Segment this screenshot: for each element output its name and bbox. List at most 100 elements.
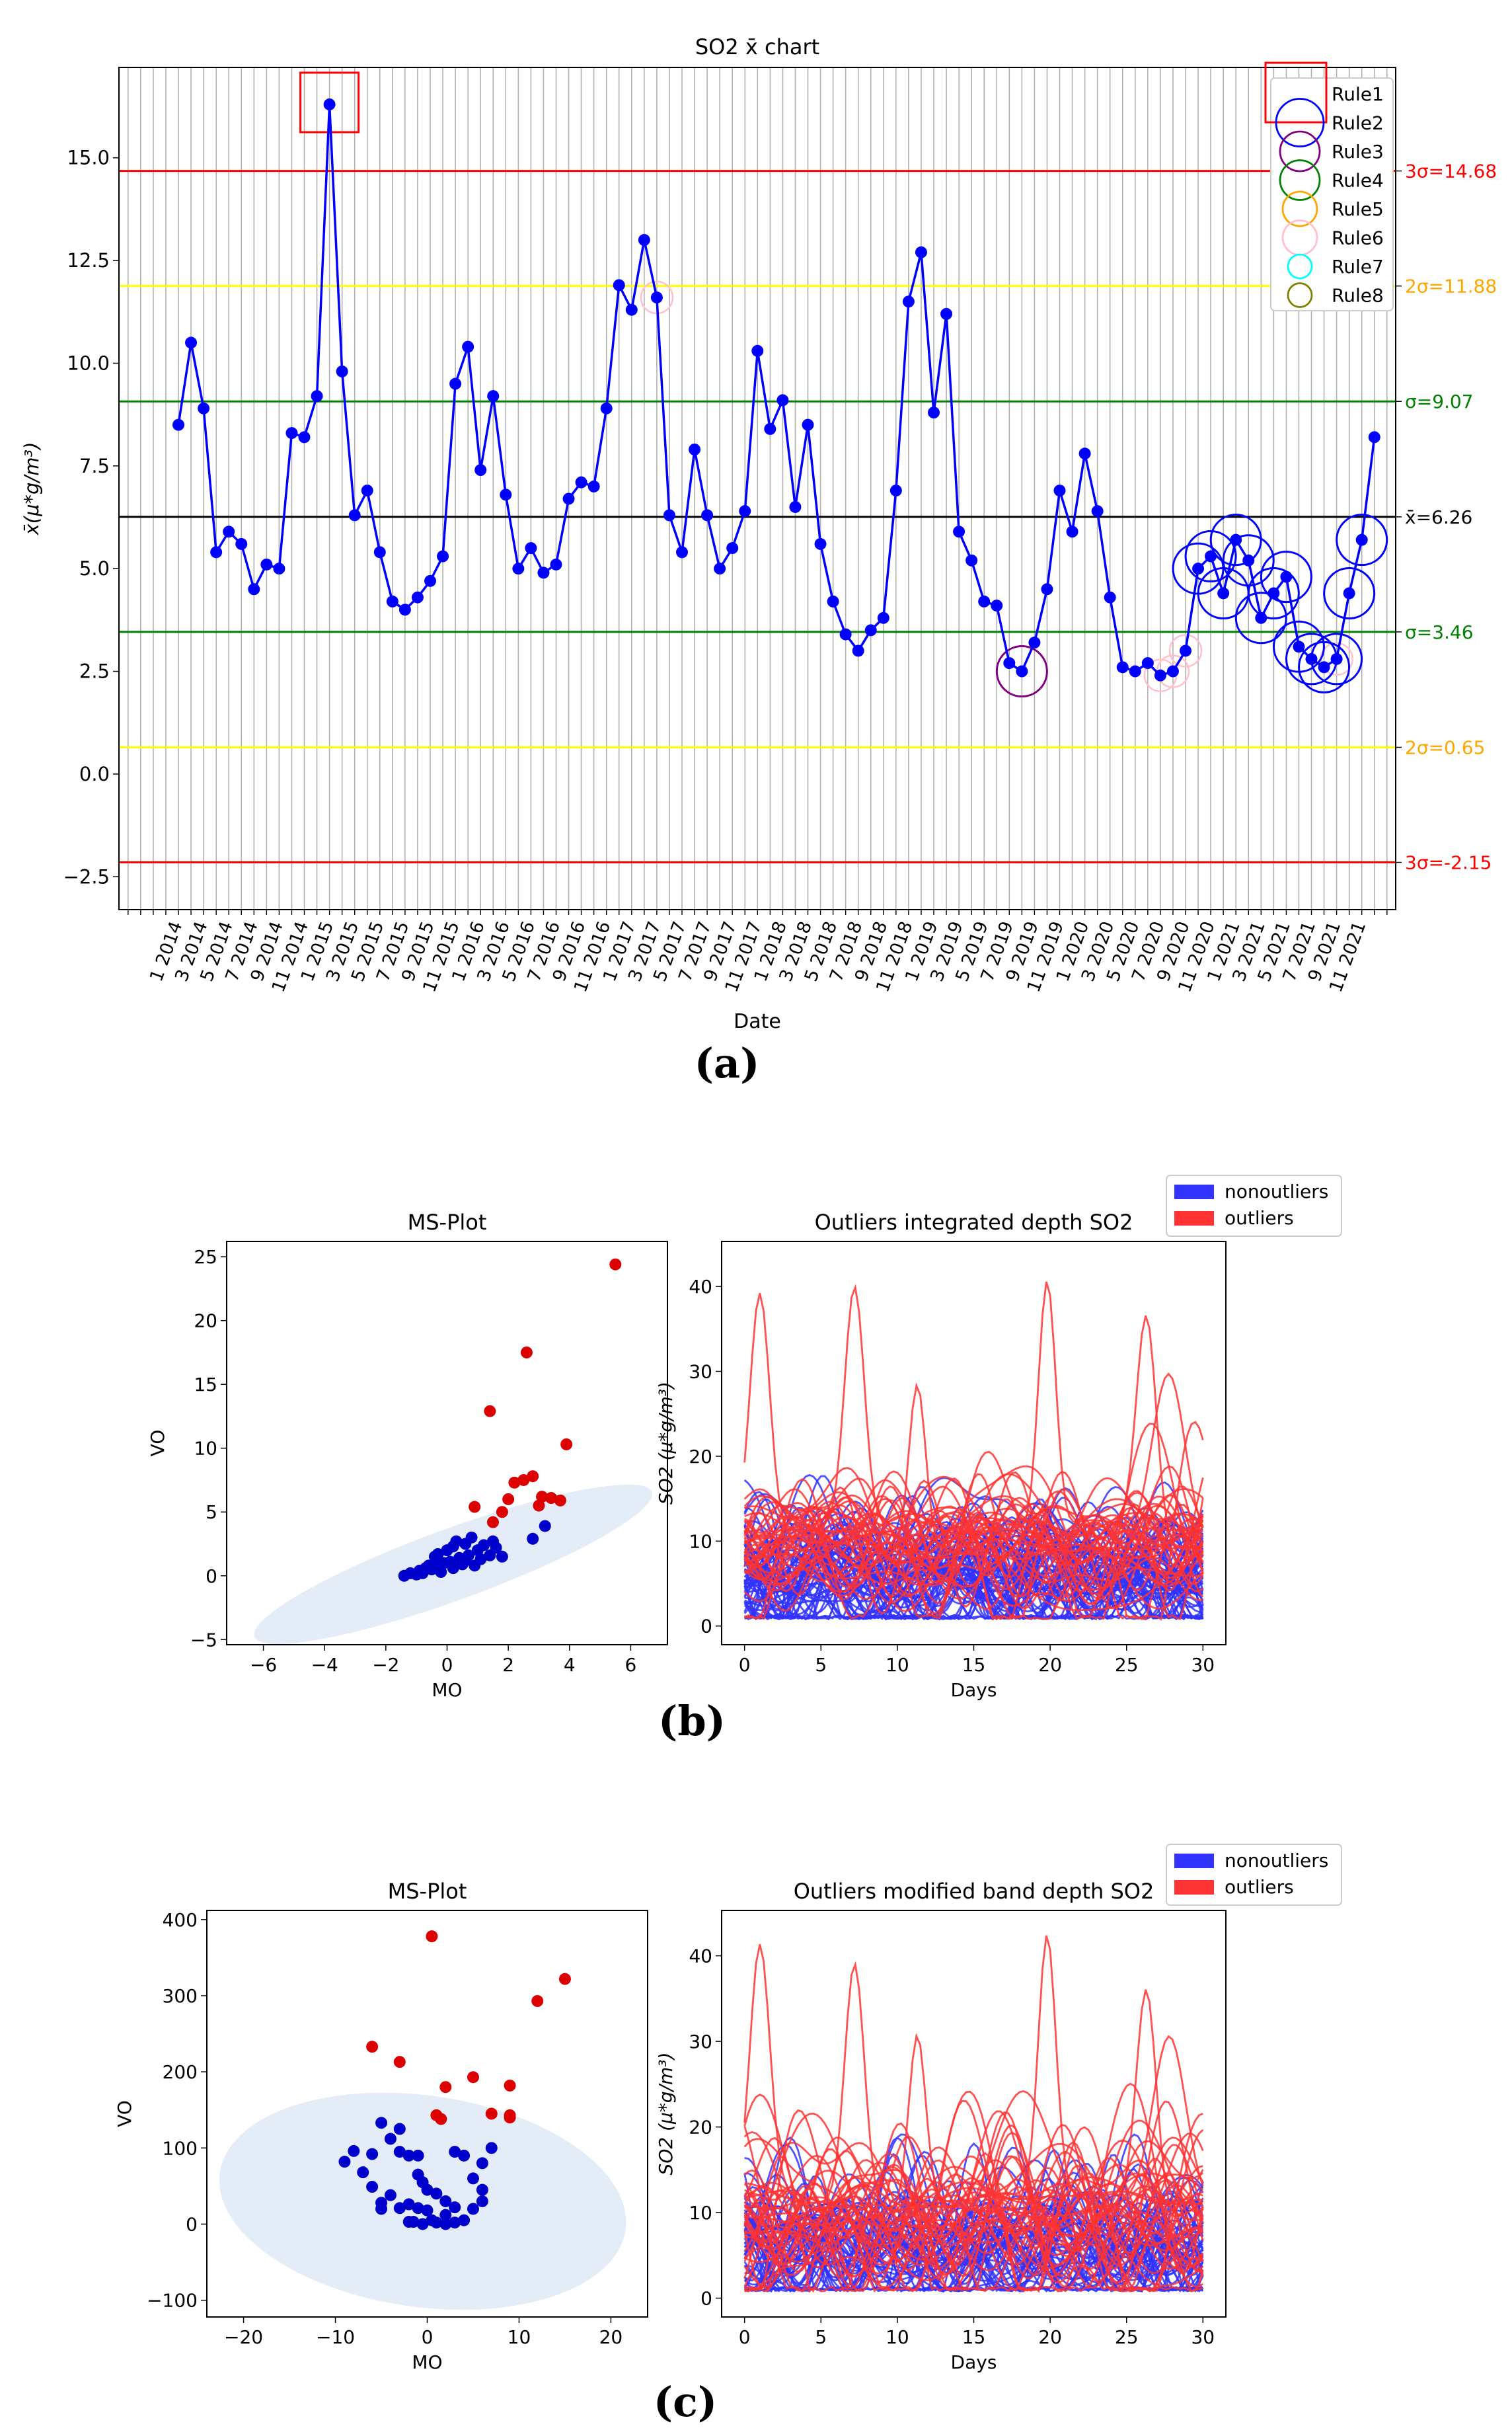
data-point xyxy=(398,604,411,616)
rule2-marker xyxy=(1247,567,1300,619)
x-tick-label: 5 xyxy=(815,1654,827,1676)
data-point xyxy=(1154,669,1166,682)
legend-swatch xyxy=(1174,1211,1214,1226)
y-tick-label: 20 xyxy=(689,2117,712,2138)
nonoutlier-point xyxy=(420,1562,432,1575)
rule2-marker xyxy=(1222,534,1275,587)
y-axis-label: SO2 (μ*g/m³) xyxy=(655,2053,677,2176)
outlier-curve xyxy=(744,1465,1204,1600)
nonoutlier-point xyxy=(447,1540,459,1553)
nonoutlier-point xyxy=(449,2201,461,2214)
control-label: 2σ=11.88 xyxy=(1405,276,1497,297)
functional-outliers-modified-band-depth: Outliers modified band depth SO2 0 5 10 15 20… xyxy=(655,1844,1342,2373)
nonoutlier-point xyxy=(539,1520,551,1532)
data-point xyxy=(1330,652,1343,665)
data-point xyxy=(1205,550,1217,563)
outlier-curve xyxy=(743,1292,1203,1541)
data-point xyxy=(1166,665,1179,678)
nonoutlier-point xyxy=(421,2183,434,2196)
nonoutlier-point xyxy=(476,2195,488,2207)
outlier-point xyxy=(485,2107,498,2120)
control-label: 3σ=-2.15 xyxy=(1405,852,1492,874)
data-point xyxy=(676,546,688,559)
x-tick-label: −10 xyxy=(316,2326,355,2348)
data-point xyxy=(323,98,336,110)
legend-label: Rule8 xyxy=(1332,285,1384,307)
y-tick-label: −5 xyxy=(190,1629,217,1651)
y-axis-label: SO2 (μ*g/m³) xyxy=(655,1382,677,1505)
y-tick-label: 5.0 xyxy=(79,557,110,580)
nonoutlier-point xyxy=(375,2203,388,2215)
data-point xyxy=(1091,505,1104,518)
data-point xyxy=(336,365,348,377)
y-tick-label: 100 xyxy=(163,2137,198,2159)
data-point xyxy=(1355,533,1368,546)
nonoutlier-point xyxy=(449,2216,461,2229)
legend-label: Rule1 xyxy=(1332,83,1384,105)
chart-title: SO2 x̄ chart xyxy=(695,34,819,59)
data-point xyxy=(348,509,361,522)
nonoutlier-point xyxy=(439,2218,452,2230)
chart-title: Outliers modified band depth SO2 xyxy=(794,1879,1154,1904)
legend-label: Rule7 xyxy=(1332,256,1384,278)
outlier-curve xyxy=(744,2035,1204,2226)
data-point xyxy=(714,563,726,575)
outlier-point xyxy=(502,1493,515,1505)
outlier-point xyxy=(609,1258,622,1271)
legend-swatch xyxy=(1174,1880,1214,1895)
data-point xyxy=(1192,563,1205,575)
data-point xyxy=(1041,583,1053,596)
y-tick-label: 20 xyxy=(194,1310,217,1332)
nonoutlier-point xyxy=(357,2166,369,2179)
rule2-marker xyxy=(1298,641,1351,693)
data-point xyxy=(550,558,562,570)
data-point xyxy=(248,583,260,596)
data-point xyxy=(940,307,953,320)
nonoutlier-point xyxy=(527,1532,539,1545)
nonoutlier-point xyxy=(465,1531,478,1544)
outlier-curve xyxy=(743,1479,1204,1615)
data-point xyxy=(223,526,235,538)
data-point xyxy=(424,574,436,587)
x-tick-label: −4 xyxy=(311,1654,338,1676)
legend-label: Rule6 xyxy=(1332,227,1384,249)
y-axis-label: VO xyxy=(114,2100,135,2127)
data-point xyxy=(902,295,915,308)
data-point xyxy=(953,526,965,538)
nonoutlier-point xyxy=(421,2204,434,2216)
rule2-marker xyxy=(1336,514,1388,567)
x-tick-label: 0 xyxy=(441,1654,453,1676)
legend-marker xyxy=(1279,130,1321,173)
outlier-point xyxy=(531,1995,544,2008)
outlier-point xyxy=(486,1516,499,1528)
nonoutlier-point xyxy=(366,2181,379,2193)
x-tick-label: 0 xyxy=(739,2326,751,2348)
data-point xyxy=(1305,652,1318,665)
x-tick-label: 4 xyxy=(564,1654,576,1676)
data-point xyxy=(198,402,210,414)
x-tick-label: −2 xyxy=(372,1654,399,1676)
outlier-curve xyxy=(744,2193,1204,2289)
nonoutlier-point xyxy=(476,2183,488,2196)
data-point xyxy=(386,595,398,608)
data-point xyxy=(1003,657,1016,670)
outlier-point xyxy=(536,1491,548,1503)
y-tick-label: 30 xyxy=(689,1360,712,1382)
x-axis-label: MO xyxy=(412,2351,442,2373)
x-axis-label: Days xyxy=(951,1679,997,1701)
legend-label: outliers xyxy=(1225,1207,1294,1229)
outlier-point xyxy=(435,2113,447,2125)
data-point xyxy=(739,505,751,518)
y-tick-label: 200 xyxy=(163,2061,198,2083)
data-point xyxy=(877,611,889,624)
panel-label-a: (a) xyxy=(695,1039,760,1087)
outlier-curve xyxy=(744,1513,1204,1618)
x-tick-label: 20 xyxy=(599,2326,623,2348)
outlier-point xyxy=(517,1473,530,1486)
data-point xyxy=(512,563,525,575)
x-tick-label: 15 xyxy=(962,1654,986,1676)
nonoutlier-point xyxy=(393,2146,406,2158)
nonoutlier-point xyxy=(439,2209,452,2221)
data-point xyxy=(373,546,386,559)
